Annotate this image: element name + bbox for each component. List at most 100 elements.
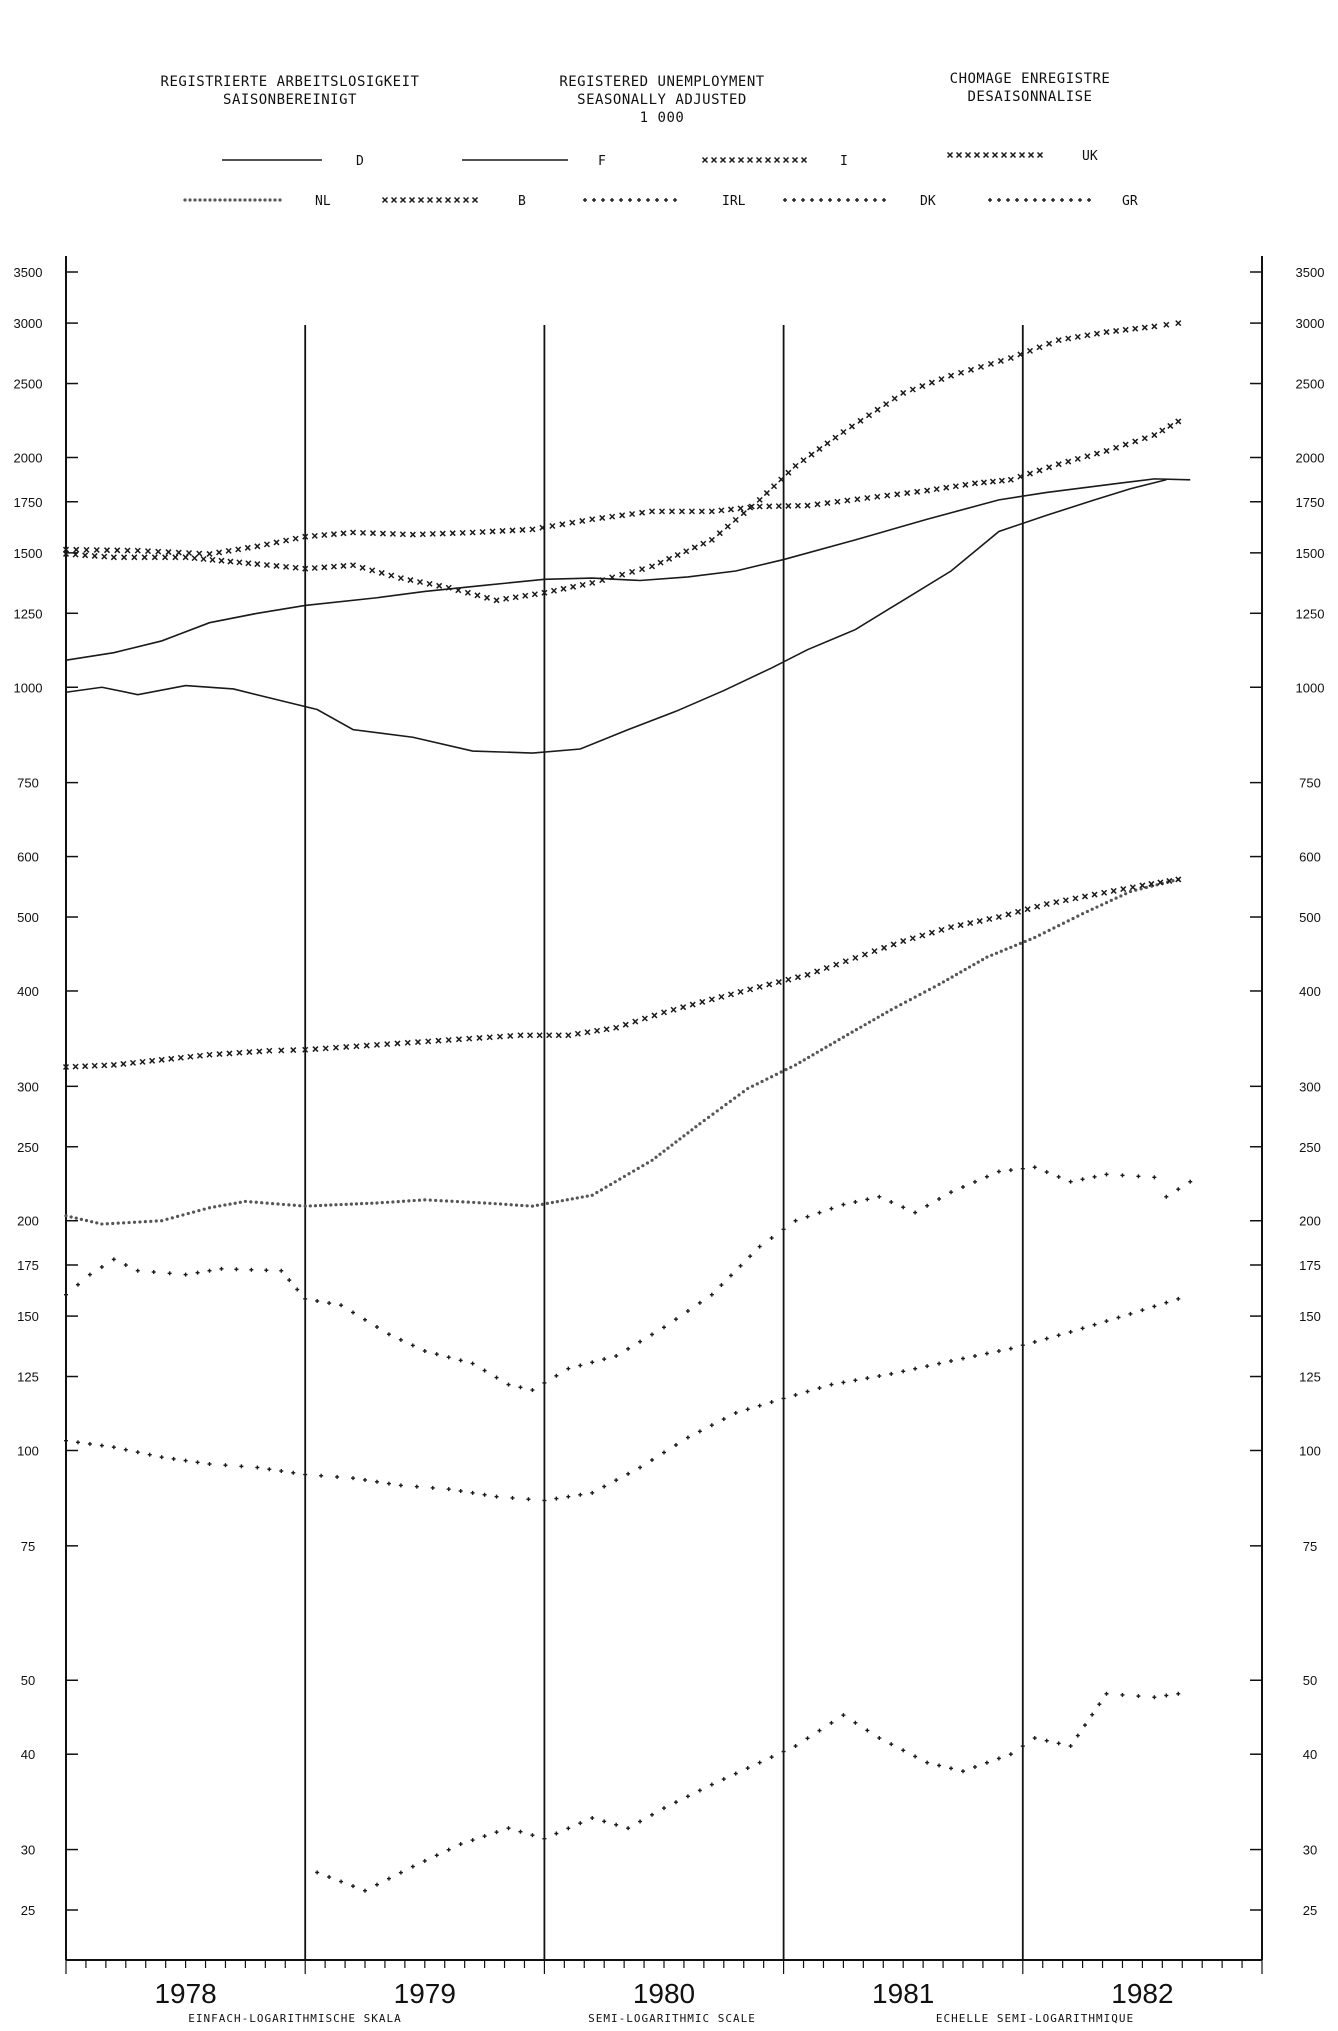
series-marker [948,924,955,931]
series-marker [394,1040,401,1047]
series-marker [1072,895,1079,902]
series-marker [728,1099,732,1103]
series-marker [512,594,519,601]
y-tick-label-right: 600 [1299,850,1321,865]
series-marker [756,496,763,503]
series-marker [1085,909,1089,914]
series-marker [151,554,158,561]
y-tick-label-left: 1250 [14,606,43,621]
footer-de: EINFACH-LOGARITHMISCHE SKALA [188,2012,401,2025]
series-marker [842,958,849,965]
series-marker [369,530,377,537]
y-tick-label-right: 3500 [1296,265,1325,280]
series-marker [938,926,945,933]
legend-label: NL [315,194,331,209]
series-marker [622,1021,629,1028]
series-marker [1100,903,1104,907]
series-marker [798,1060,802,1065]
series-marker [476,1034,483,1041]
series-marker [962,481,969,488]
series-marker [302,1046,309,1053]
series-marker [181,1213,185,1217]
series-marker [525,1204,529,1208]
series-marker [666,555,673,562]
series-marker [622,1174,627,1179]
series-marker [550,587,557,594]
y-tick-label-right: 1500 [1296,546,1325,561]
series-marker [808,451,815,458]
series-marker [233,198,237,202]
series-marker [1159,427,1166,434]
series-marker [483,1201,487,1205]
series-marker [1113,327,1120,334]
series-marker [105,1222,109,1226]
series-marker [127,1220,131,1225]
series-marker [908,997,912,1002]
series-marker [509,1203,513,1207]
series-marker [343,1043,350,1050]
series-marker [445,584,452,591]
series-marker [62,550,70,557]
series-marker [292,535,299,542]
series-marker [428,1198,432,1202]
series-marker [253,198,257,202]
series-irl [64,1296,1181,1503]
series-marker [864,494,871,502]
series-marker [933,486,940,493]
data-series [62,320,1193,1893]
series-marker [874,406,881,413]
series-b [62,876,1182,1071]
series-marker [741,1090,745,1094]
series-marker [477,1201,481,1205]
series-marker [632,1018,639,1025]
series-marker [794,502,801,509]
series-marker [1148,880,1155,887]
series-marker [924,487,931,494]
series-marker [324,1203,328,1207]
series-marker [724,1102,728,1107]
series-marker [1055,337,1062,344]
series-marker [1103,329,1110,336]
series-marker [177,1054,184,1061]
series-marker [1128,889,1133,894]
series-marker [469,529,476,536]
series-marker [493,597,500,604]
series-marker [429,530,436,537]
series-marker [409,531,416,538]
series-marker [191,555,198,562]
series-marker [654,1155,658,1159]
series-marker [407,577,414,584]
series-marker [832,434,839,441]
series-marker [636,1166,640,1170]
series-marker [520,1203,524,1208]
series-marker [412,1198,416,1203]
series-marker [1120,886,1127,893]
series-marker [233,1201,237,1205]
series-marker [298,1204,302,1208]
series-marker [308,1204,312,1208]
series-marker [397,575,404,582]
series-marker [243,1199,247,1204]
series-marker [1043,900,1050,908]
series-marker [273,539,280,546]
series-marker [207,1206,212,1210]
series-marker [609,1182,613,1187]
series-marker [885,1010,889,1014]
series-marker [909,935,916,942]
series-marker [385,1200,390,1204]
series-marker [339,1202,343,1207]
series-marker [698,508,705,515]
y-tick-label-right: 400 [1299,984,1321,999]
series-marker [160,1219,164,1223]
series-marker [228,198,232,202]
series-marker [837,1038,841,1042]
series-marker [678,1137,682,1141]
series-marker [872,1018,876,1022]
x-axis: 1978 1979 1980 1981 1982 [65,1960,1263,2009]
series-marker [498,1202,503,1206]
legend-label: D [356,154,364,169]
series-marker [273,562,280,569]
series-marker [466,1200,470,1204]
series-marker [1129,884,1136,891]
series-marker [834,498,841,505]
